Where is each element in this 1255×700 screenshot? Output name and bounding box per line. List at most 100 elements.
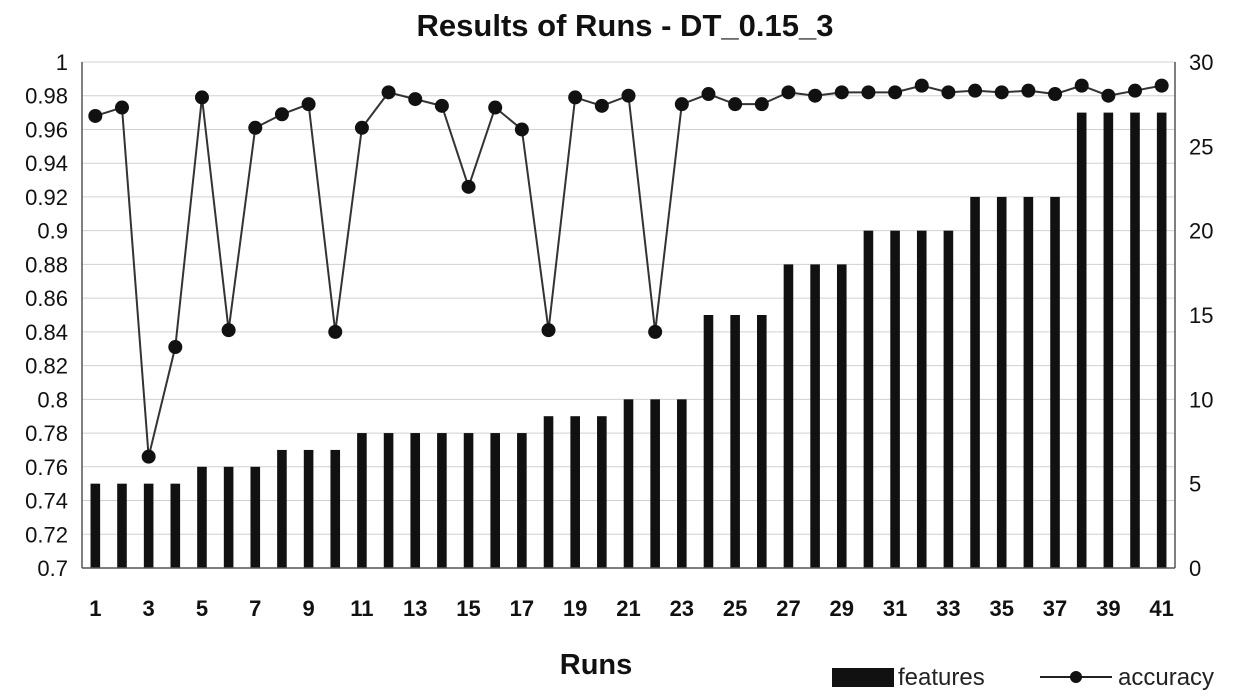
accuracy-point xyxy=(141,449,156,464)
x-tick-label: 41 xyxy=(1149,596,1173,621)
feature-bar xyxy=(543,416,554,568)
feature-bar xyxy=(117,483,127,568)
accuracy-point xyxy=(861,85,876,100)
feature-bar xyxy=(783,264,794,568)
feature-bar xyxy=(1050,196,1060,568)
feature-bar xyxy=(330,449,341,568)
accuracy-point xyxy=(621,88,636,103)
accuracy-point xyxy=(568,90,583,105)
right-tick-label: 10 xyxy=(1189,387,1213,412)
x-tick-label: 7 xyxy=(249,596,261,621)
feature-bar xyxy=(1156,112,1167,568)
left-tick-label: 0.74 xyxy=(25,489,68,514)
left-tick-label: 0.72 xyxy=(25,522,68,547)
accuracy-point xyxy=(1128,83,1143,98)
right-tick-label: 25 xyxy=(1189,134,1213,159)
x-tick-label: 27 xyxy=(776,596,800,621)
feature-bar xyxy=(863,230,874,568)
feature-bar xyxy=(996,196,1007,568)
accuracy-point xyxy=(194,90,209,105)
left-tick-label: 0.76 xyxy=(25,455,68,480)
feature-bar xyxy=(677,399,687,568)
feature-bar xyxy=(490,433,501,568)
feature-bar xyxy=(1023,196,1034,568)
right-tick-label: 20 xyxy=(1189,219,1213,244)
left-tick-label: 0.82 xyxy=(25,354,68,379)
accuracy-point xyxy=(674,97,689,112)
legend: features accuracy xyxy=(832,664,1214,691)
right-tick-label: 30 xyxy=(1189,50,1213,75)
feature-bars xyxy=(90,112,1167,568)
accuracy-point xyxy=(968,83,983,98)
feature-bar xyxy=(463,433,474,568)
x-tick-label: 31 xyxy=(883,596,907,621)
accuracy-point xyxy=(221,323,236,338)
accuracy-point xyxy=(754,97,769,112)
right-tick-label: 5 xyxy=(1189,472,1201,497)
accuracy-point xyxy=(488,100,503,115)
x-tick-label: 13 xyxy=(403,596,427,621)
feature-bar xyxy=(890,230,900,568)
accuracy-point xyxy=(434,98,449,113)
x-axis-title: Runs xyxy=(560,649,633,681)
left-tick-label: 0.9 xyxy=(37,219,68,244)
accuracy-point xyxy=(1048,87,1063,102)
accuracy-point xyxy=(274,107,289,122)
accuracy-point xyxy=(301,97,316,112)
legend-accuracy-marker xyxy=(1070,671,1082,683)
feature-bar xyxy=(1076,112,1087,568)
x-tick-label: 25 xyxy=(723,596,747,621)
feature-bar xyxy=(597,416,607,568)
accuracy-point xyxy=(354,120,369,135)
left-tick-label: 0.86 xyxy=(25,286,68,311)
left-tick-label: 0.88 xyxy=(25,252,68,277)
x-tick-label: 3 xyxy=(143,596,155,621)
x-tick-label: 15 xyxy=(456,596,480,621)
accuracy-point xyxy=(1154,78,1169,93)
accuracy-point xyxy=(994,85,1009,100)
feature-bar xyxy=(943,230,954,568)
accuracy-point xyxy=(114,100,129,115)
left-tick-label: 0.94 xyxy=(25,151,68,176)
accuracy-point xyxy=(1074,78,1089,93)
left-tick-label: 0.98 xyxy=(25,84,68,109)
x-tick-label: 17 xyxy=(510,596,534,621)
accuracy-point xyxy=(514,122,529,137)
feature-bar xyxy=(517,433,527,568)
accuracy-point xyxy=(461,179,476,194)
feature-bar xyxy=(223,466,234,568)
accuracy-point xyxy=(248,120,263,135)
accuracy-point xyxy=(941,85,956,100)
accuracy-point xyxy=(88,108,103,123)
feature-bar xyxy=(836,264,847,568)
left-tick-label: 0.7 xyxy=(37,556,68,581)
accuracy-point xyxy=(808,88,823,103)
feature-bar xyxy=(623,399,634,568)
feature-bar xyxy=(170,483,181,568)
x-tick-label: 21 xyxy=(616,596,640,621)
feature-bar xyxy=(1103,112,1114,568)
x-tick-label: 1 xyxy=(89,596,101,621)
feature-bar xyxy=(703,315,714,568)
x-tick-label: 5 xyxy=(196,596,208,621)
feature-bar xyxy=(570,416,580,568)
accuracy-point xyxy=(1101,88,1116,103)
legend-features-swatch xyxy=(832,668,894,687)
x-tick-label: 37 xyxy=(1043,596,1067,621)
x-tick-label: 23 xyxy=(670,596,694,621)
left-tick-label: 0.92 xyxy=(25,185,68,210)
accuracy-point xyxy=(914,78,929,93)
feature-bar xyxy=(250,466,261,568)
feature-bar xyxy=(197,466,207,568)
x-tick-label: 29 xyxy=(830,596,854,621)
right-axis-ticks: 0 5 10 15 20 25 30 xyxy=(1189,50,1213,581)
feature-bar xyxy=(916,230,927,568)
x-tick-label: 9 xyxy=(302,596,314,621)
feature-bar xyxy=(437,433,447,568)
left-tick-label: 1 xyxy=(56,50,68,75)
x-tick-label: 11 xyxy=(350,596,373,621)
accuracy-line xyxy=(88,78,1169,464)
x-axis-ticks: 1 3 5 7 9 11 13 15 17 19 21 23 25 27 29 31 33 35 37 39 41 xyxy=(89,596,1174,621)
accuracy-point xyxy=(1021,83,1036,98)
left-tick-label: 0.96 xyxy=(25,117,68,142)
